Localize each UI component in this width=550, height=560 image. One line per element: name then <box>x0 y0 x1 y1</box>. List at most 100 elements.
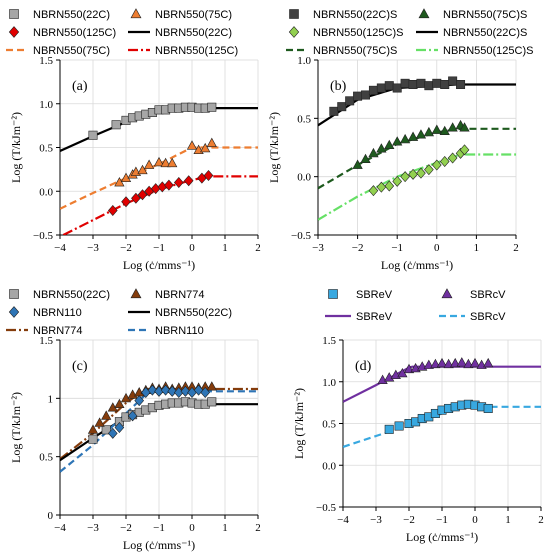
data-point <box>392 83 402 93</box>
panel-label: (b) <box>330 79 347 94</box>
data-point <box>456 357 467 367</box>
legend-marker <box>289 9 299 19</box>
y-tick-label: 1.5 <box>39 55 53 67</box>
series-markers-0 <box>329 76 466 116</box>
data-point <box>137 164 148 175</box>
legend-item: NBRN550(22C) <box>128 27 232 39</box>
data-point <box>416 167 426 179</box>
x-tick-label: 2 <box>255 522 261 534</box>
data-point <box>111 120 121 130</box>
chart-panel-2: −4 −3 −2 −1 0 1 2 0 0.5 1 1.5 Log (ċ/mms⁻¹) Log (T/k… <box>6 288 261 552</box>
legend-item: SBRcV <box>441 288 506 301</box>
legend: NBRN550(22C) NBRN774 NBRN110 NBRN550(22C) NB… <box>6 288 232 337</box>
x-tick-label: 1 <box>505 514 511 526</box>
legend-label: NBRN550(125C) <box>155 45 238 57</box>
legend-item: NBRN550(75C) <box>6 45 110 57</box>
data-point <box>376 181 387 193</box>
data-point <box>424 81 434 91</box>
y-tick-label: 1.0 <box>39 99 53 111</box>
legend-marker <box>441 288 453 299</box>
data-point <box>368 85 378 95</box>
gridlines <box>59 339 259 516</box>
data-point <box>361 90 371 100</box>
data-point <box>408 168 418 180</box>
legend-item: NBRN110 <box>128 325 204 337</box>
y-axis-label: Log (T/kJm⁻²) <box>9 112 23 183</box>
data-point <box>143 159 155 169</box>
data-point <box>167 157 178 168</box>
data-point <box>424 164 434 176</box>
legend-label: NBRN550(22C) <box>33 9 110 21</box>
data-point <box>384 424 394 434</box>
panel-label: (d) <box>355 359 372 374</box>
legend-marker <box>418 8 430 19</box>
data-point <box>87 424 99 434</box>
chart-panel-1: −3 −2 −1 0 1 2 −0.5 0.0 0.5 1.0 Log (ċ/mms⁻¹) Log (… <box>267 8 533 272</box>
legend-label: NBRN110 <box>33 307 82 319</box>
data-point <box>200 142 211 153</box>
data-point <box>164 179 174 191</box>
x-tick-label: −4 <box>54 242 66 254</box>
panel-label: (a) <box>72 79 88 94</box>
data-point <box>134 395 145 407</box>
x-tick-label: 1 <box>222 242 228 254</box>
data-point <box>183 175 194 187</box>
legend-label: NBRN550(75C) <box>155 9 232 21</box>
data-point <box>160 157 171 168</box>
data-point <box>153 156 165 167</box>
data-point <box>131 192 141 204</box>
data-point <box>384 372 395 382</box>
data-point <box>203 170 214 181</box>
data-point <box>101 425 111 435</box>
data-point <box>377 374 388 384</box>
data-point <box>160 384 171 396</box>
legend: NBRN550(22C) NBRN550(75C) NBRN550(125C) NBR… <box>6 8 238 57</box>
legend-label: NBRN550(22C) <box>155 307 232 319</box>
data-point <box>384 81 394 91</box>
data-point <box>423 126 435 137</box>
legend-item: NBRN550(22C)S <box>416 27 527 39</box>
legend-item: SBReV <box>328 289 393 301</box>
data-point <box>436 357 448 368</box>
data-point <box>352 159 363 169</box>
data-point <box>337 102 347 112</box>
legend: NBRN550(22C)S NBRN550(75C)S NBRN550(125C)S… <box>286 8 533 57</box>
legend-item: SBRcV <box>439 311 506 323</box>
data-point <box>94 417 105 427</box>
data-point <box>463 358 474 369</box>
y-tick-label: 0.5 <box>322 419 336 431</box>
data-point <box>456 80 466 90</box>
data-point <box>88 434 98 444</box>
data-point <box>167 385 178 397</box>
series-markers-0 <box>88 397 217 444</box>
legend: SBReV SBRcV SBReV SBRcV <box>325 288 506 323</box>
y-tick-label: 1.5 <box>322 335 336 347</box>
data-point <box>376 83 386 93</box>
series-line-3 <box>343 405 541 448</box>
data-point <box>392 175 403 187</box>
data-point <box>107 205 118 216</box>
x-tick-label: 0 <box>189 522 195 534</box>
plot-area <box>60 381 258 473</box>
y-tick-label: 0.5 <box>39 143 53 155</box>
legend-marker <box>9 289 19 299</box>
data-point <box>186 140 198 150</box>
data-point <box>114 398 125 409</box>
data-point <box>353 91 363 101</box>
data-point <box>121 196 131 208</box>
x-tick-label: −1 <box>436 514 448 526</box>
x-axis-label: Log (ċ/mms⁻¹) <box>123 538 195 552</box>
series-markers-1 <box>114 137 217 187</box>
x-tick-label: 0 <box>189 242 195 254</box>
data-point <box>207 397 217 407</box>
legend-marker <box>328 289 338 299</box>
data-point <box>345 96 355 106</box>
data-point <box>127 410 138 422</box>
x-tick-label: −4 <box>54 522 66 534</box>
data-point <box>447 122 458 132</box>
data-point <box>101 410 112 420</box>
legend-item: NBRN550(125C) <box>128 45 238 57</box>
legend-label: NBRN110 <box>155 325 204 337</box>
series-markers-2 <box>107 170 214 216</box>
legend-label: NBRN550(22C) <box>155 27 232 39</box>
